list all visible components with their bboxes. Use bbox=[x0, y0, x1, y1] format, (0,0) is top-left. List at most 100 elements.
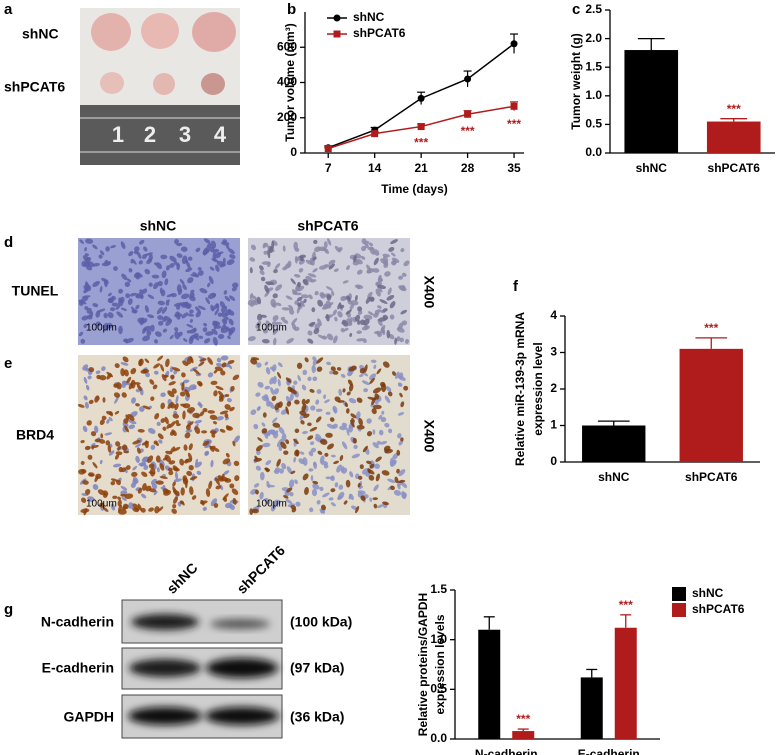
cell bbox=[169, 334, 174, 340]
cell bbox=[194, 461, 203, 468]
cell bbox=[305, 259, 313, 265]
cell bbox=[362, 468, 369, 475]
bar bbox=[614, 627, 637, 739]
cell bbox=[389, 333, 395, 340]
cell bbox=[273, 268, 278, 274]
cell bbox=[282, 318, 289, 324]
cell bbox=[333, 460, 340, 465]
cell bbox=[88, 472, 95, 477]
cell bbox=[110, 481, 116, 486]
cell bbox=[315, 408, 323, 413]
cell bbox=[85, 384, 90, 391]
y-tick-label: 2.0 bbox=[585, 31, 602, 45]
legend-swatch bbox=[672, 603, 686, 617]
cell bbox=[199, 411, 205, 417]
cell bbox=[375, 456, 382, 462]
cell bbox=[160, 418, 166, 423]
cell bbox=[287, 260, 292, 268]
cell bbox=[216, 357, 222, 363]
cell bbox=[273, 388, 280, 395]
cell bbox=[84, 306, 89, 311]
cell bbox=[400, 401, 405, 408]
annotation: *** bbox=[507, 117, 521, 131]
cell bbox=[334, 316, 338, 322]
cell bbox=[200, 499, 205, 506]
cell bbox=[387, 478, 396, 483]
cell bbox=[176, 263, 181, 271]
cell bbox=[288, 479, 295, 488]
cell bbox=[163, 489, 172, 496]
cell bbox=[170, 374, 175, 380]
cell bbox=[339, 454, 344, 462]
cell bbox=[372, 497, 378, 501]
cell bbox=[392, 371, 396, 376]
cell bbox=[282, 245, 286, 252]
cell bbox=[157, 355, 164, 362]
cell bbox=[182, 410, 186, 420]
cell bbox=[356, 338, 365, 342]
y-tick-label: 2.5 bbox=[585, 2, 602, 16]
cell bbox=[334, 482, 339, 488]
band bbox=[131, 614, 199, 630]
cell bbox=[188, 384, 197, 391]
cell bbox=[372, 429, 376, 435]
cell bbox=[363, 388, 368, 393]
cell bbox=[249, 508, 254, 515]
western-blot bbox=[121, 599, 283, 739]
cell bbox=[80, 440, 85, 444]
cell bbox=[138, 406, 145, 412]
cell bbox=[87, 375, 92, 380]
cell bbox=[385, 386, 392, 392]
cell bbox=[373, 364, 377, 369]
cell bbox=[273, 337, 277, 346]
cell bbox=[176, 253, 183, 258]
cell bbox=[364, 324, 368, 330]
cell bbox=[150, 478, 157, 485]
cell bbox=[312, 376, 318, 382]
cell bbox=[186, 356, 193, 365]
cell bbox=[110, 244, 116, 249]
cell bbox=[289, 491, 294, 497]
cell bbox=[213, 421, 217, 425]
cell bbox=[268, 246, 274, 254]
cell bbox=[357, 320, 361, 325]
cell bbox=[221, 362, 227, 368]
cell bbox=[353, 444, 358, 450]
cell bbox=[301, 398, 306, 405]
cell bbox=[283, 450, 289, 455]
cell bbox=[207, 282, 211, 288]
cell bbox=[249, 267, 253, 274]
cell bbox=[122, 444, 128, 451]
cell bbox=[294, 292, 302, 296]
cell bbox=[351, 453, 360, 459]
cell bbox=[320, 504, 326, 511]
cell bbox=[85, 281, 89, 288]
size-label: (100 kDa) bbox=[290, 614, 352, 630]
cell bbox=[272, 499, 281, 506]
cell bbox=[107, 312, 114, 319]
cell bbox=[232, 374, 240, 381]
cell bbox=[401, 491, 407, 500]
cell bbox=[295, 501, 301, 507]
cell bbox=[219, 410, 229, 415]
cell bbox=[330, 476, 335, 481]
cell bbox=[281, 307, 291, 311]
cell bbox=[144, 268, 151, 275]
cell bbox=[308, 468, 314, 472]
cell bbox=[215, 252, 221, 259]
cell bbox=[371, 408, 377, 415]
cell bbox=[234, 475, 240, 482]
y-tick-label: 0.5 bbox=[585, 117, 602, 131]
cell bbox=[171, 367, 181, 372]
cell bbox=[259, 491, 264, 500]
cell bbox=[220, 370, 226, 376]
cell bbox=[286, 337, 294, 344]
cell bbox=[315, 399, 320, 405]
cell bbox=[263, 250, 268, 255]
cell bbox=[187, 313, 195, 317]
cell bbox=[316, 366, 323, 372]
cell bbox=[249, 257, 256, 262]
cell bbox=[274, 263, 281, 270]
cell bbox=[271, 417, 278, 423]
cell bbox=[132, 465, 138, 471]
